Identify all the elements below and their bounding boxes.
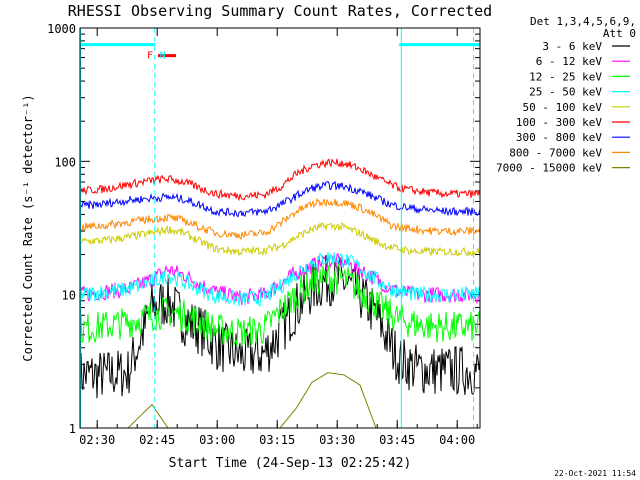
generation-timestamp: 22-Oct-2021 11:54 — [554, 469, 636, 478]
plot-frame — [79, 27, 481, 429]
legend-entry-label: 50 - 100 keV — [523, 101, 603, 114]
y-tick-label: 1000 — [47, 22, 76, 36]
y-tick-label: 100 — [54, 155, 76, 169]
legend-title-line: Det 1,3,4,5,6,9, — [530, 15, 636, 28]
x-tick-label: 04:00 — [439, 433, 475, 447]
legend-entry-label: 3 - 6 keV — [542, 40, 602, 53]
x-tick-label: 02:45 — [139, 433, 175, 447]
x-tick-label: 03:30 — [319, 433, 355, 447]
flag-annotation: F — [147, 51, 153, 62]
series-line-1 — [79, 252, 481, 306]
series-line-2 — [79, 263, 481, 347]
x-tick-label: 03:00 — [199, 433, 235, 447]
series-line-7 — [79, 197, 481, 241]
legend-entry-label: 25 - 50 keV — [529, 86, 602, 99]
x-tick-label: 03:45 — [379, 433, 415, 447]
legend-entry-label: 300 - 800 keV — [516, 131, 602, 144]
series-line-5 — [79, 158, 481, 202]
x-tick-label: 02:30 — [79, 433, 115, 447]
series-line-4 — [79, 222, 481, 257]
y-tick-label: 10 — [62, 289, 76, 303]
x-tick-label: 03:15 — [259, 433, 295, 447]
legend: Det 1,3,4,5,6,9,Att 03 - 6 keV 6 - 12 keV… — [496, 15, 636, 175]
legend-entry-label: 100 - 300 keV — [516, 116, 602, 129]
y-tick-label: 1 — [69, 422, 76, 436]
y-axis-label: Corrected Count Rate (s⁻¹ detector⁻¹) — [21, 94, 35, 361]
chart-title: RHESSI Observing Summary Count Rates, Co… — [68, 2, 492, 20]
plot-area: 02:30 02:45 03:00 03:15 03:30 03:45 04:00 1 10 10… — [47, 22, 481, 447]
x-axis-label: Start Time (24-Sep-13 02:25:42) — [169, 456, 412, 471]
legend-entry-label: 12 - 25 keV — [529, 70, 602, 83]
legend-entry-label: 800 - 7000 keV — [509, 146, 602, 159]
legend-title-line: Att 0 — [603, 27, 636, 40]
legend-entry-label: 7000 - 15000 keV — [496, 162, 602, 175]
legend-entry-label: 6 - 12 keV — [536, 55, 603, 68]
flag-annotation: N — [160, 51, 166, 62]
series-line-8 — [80, 372, 480, 429]
series-line-3 — [79, 252, 481, 308]
series-line-6 — [79, 180, 481, 218]
